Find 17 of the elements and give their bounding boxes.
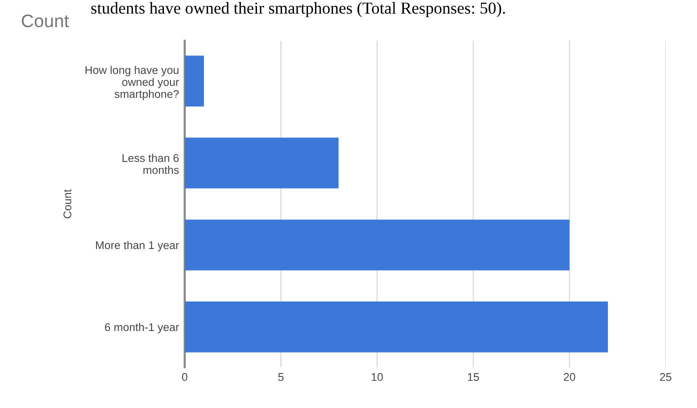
x-tick-label: 15 <box>468 373 479 381</box>
y-tick-label: 6 month-1 year <box>104 322 179 334</box>
x-tick-label: 10 <box>372 373 383 381</box>
bar <box>184 220 570 270</box>
x-tick-label: 25 <box>660 373 672 381</box>
x-tick-label: 5 <box>278 373 284 381</box>
y-tick-label: More than 1 year <box>96 240 179 252</box>
x-tick-label: 0 <box>182 373 188 381</box>
text: students have owned their smartphones (Total Responses: 50). <box>91 2 505 18</box>
bar <box>184 302 608 352</box>
y-axis-title: Count <box>63 189 72 218</box>
y-tick-label: Less than 6 months <box>122 154 179 174</box>
bar <box>184 138 339 188</box>
x-tick-label: 20 <box>564 373 576 381</box>
y-tick-label: How long have you owned your smartphone? <box>86 66 179 100</box>
chart-title: Count <box>22 14 69 28</box>
bar <box>184 56 204 106</box>
